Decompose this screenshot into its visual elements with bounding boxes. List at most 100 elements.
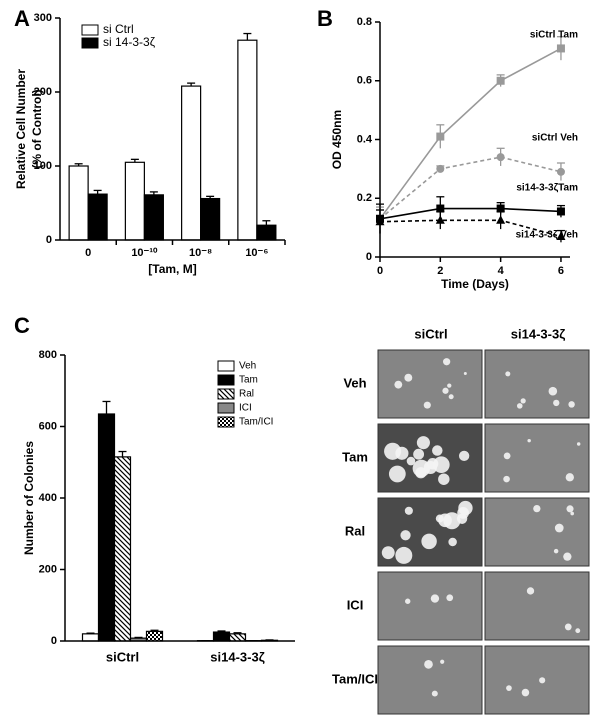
micrograph (484, 423, 590, 493)
colony (448, 394, 454, 400)
series-label: siCtrl Tam (530, 30, 578, 41)
bar (81, 633, 100, 642)
colony (575, 628, 581, 634)
x-tick-label: 10⁻¹⁰ (131, 247, 158, 259)
x-tick-label: 6 (558, 265, 564, 277)
colony (548, 386, 558, 396)
column-header: si14-3-3ζ (511, 326, 565, 341)
x-axis-label: [Tam, M] (148, 262, 196, 276)
x-tick-label: siCtrl (106, 649, 139, 664)
line (379, 207, 561, 220)
micrograph (484, 349, 590, 419)
colony (405, 598, 411, 604)
colony (564, 623, 572, 631)
marker (556, 231, 566, 240)
colony (539, 677, 546, 684)
legend-label: ICI (239, 403, 252, 414)
colony (424, 660, 433, 669)
x-tick-label: 10⁻⁸ (189, 247, 212, 259)
y-tick-label: 200 (39, 563, 57, 575)
colony (430, 594, 440, 603)
y-tick-label: 0.4 (357, 133, 373, 145)
bar (181, 85, 202, 241)
marker (375, 216, 385, 226)
x-tick-label: 2 (437, 265, 443, 277)
marker (496, 215, 506, 224)
x-tick-label: 4 (498, 265, 505, 277)
legend-swatch (217, 402, 235, 414)
colony (458, 500, 473, 516)
legend-swatch (217, 388, 235, 400)
legend-label: si Ctrl (103, 22, 134, 36)
colony (521, 688, 530, 697)
y-tick-label: 0.2 (357, 192, 372, 204)
line (379, 156, 562, 220)
x-tick-label: 0 (85, 247, 91, 259)
bar (228, 633, 247, 642)
colony (421, 533, 437, 550)
y-tick-label: 300 (34, 12, 52, 24)
legend-swatch (217, 360, 235, 372)
colony (438, 473, 450, 485)
y-axis-label: OD 450nm (330, 110, 344, 169)
colony (533, 504, 541, 513)
marker (556, 207, 565, 216)
colony (447, 383, 452, 388)
legend-swatch (81, 37, 99, 49)
colony (395, 446, 409, 460)
bar (113, 456, 132, 642)
y-axis-label: Relative Cell Number (14, 69, 28, 189)
colony (446, 594, 454, 602)
legend-label: si 14-3-3ζ (103, 35, 156, 49)
legend-swatch (217, 416, 235, 428)
panel-letter: C (14, 313, 30, 338)
x-tick-label: 0 (377, 265, 383, 277)
marker (436, 132, 445, 141)
series-label: siCtrl Veh (532, 133, 578, 144)
legend-swatch (217, 374, 235, 386)
colony (563, 552, 572, 561)
x-axis-label: Time (Days) (441, 277, 509, 291)
colony (413, 448, 425, 460)
y-axis-label: Number of Colonies (22, 441, 36, 555)
colony (554, 523, 564, 533)
row-label: ICI (347, 597, 364, 612)
marker (436, 164, 445, 173)
colony (443, 358, 451, 366)
y-tick-label: 400 (39, 492, 57, 504)
marker (435, 215, 445, 224)
y-tick-label: 0.8 (357, 16, 372, 28)
colony (527, 438, 531, 443)
micrograph (377, 571, 483, 641)
colony (431, 690, 438, 697)
colony (432, 445, 443, 456)
colony (520, 398, 526, 404)
marker (556, 44, 565, 53)
micrograph (484, 645, 590, 715)
micrograph (377, 645, 483, 715)
bar (237, 39, 258, 241)
colony (503, 475, 510, 483)
colony (506, 685, 512, 691)
bar (97, 413, 116, 642)
colony (415, 467, 427, 479)
colony (404, 506, 413, 515)
line (379, 219, 562, 238)
marker (496, 153, 505, 162)
colony (565, 473, 574, 482)
micrograph (377, 349, 483, 419)
x-tick-label: 10⁻⁶ (245, 247, 268, 259)
legend-label: Tam (239, 375, 258, 386)
colony (433, 456, 450, 474)
colony (568, 401, 575, 408)
colony (553, 399, 560, 407)
y-tick-label: 0 (366, 251, 372, 263)
y-tick-label: 0.6 (357, 75, 372, 87)
marker (496, 204, 505, 213)
colony (395, 546, 413, 564)
row-label: Tam (342, 449, 368, 464)
colony (553, 548, 559, 554)
series-label: si14-3-3ζ Veh (516, 230, 578, 241)
column-header: siCtrl (414, 326, 447, 341)
series-label: si14-3-3ζTam (516, 183, 578, 194)
